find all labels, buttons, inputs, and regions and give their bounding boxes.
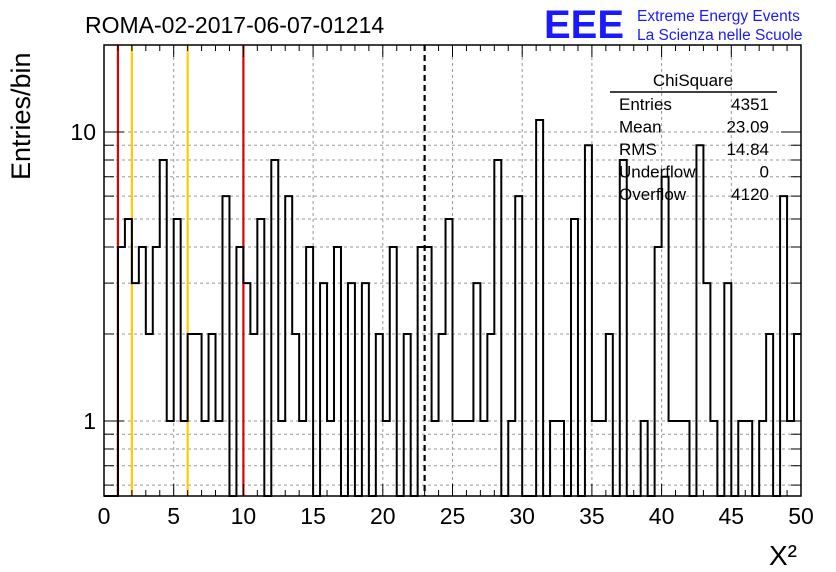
x-tick-label: 30: [509, 503, 535, 529]
eee-logo-mark: EEE: [544, 3, 624, 47]
histogram-outline: [104, 119, 801, 497]
stats-label: RMS: [619, 140, 657, 159]
x-tick-label: 45: [719, 503, 745, 529]
y-tick-label: 10: [70, 119, 96, 145]
stats-label: Entries: [619, 95, 672, 114]
stats-label: Underflow: [619, 163, 696, 182]
y-axis-label: Entries/bin: [6, 52, 36, 180]
x-axis-label: X²: [769, 540, 797, 571]
tick-labels: 0 5 10 15 20 25 30 35 40 45 50 1 10: [70, 119, 813, 529]
x-tick-label: 40: [649, 503, 675, 529]
stats-value: 0: [760, 163, 769, 182]
eee-logo-line1: Extreme Energy Events: [637, 8, 800, 25]
stats-title: ChiSquare: [653, 71, 733, 90]
stats-value: 4351: [731, 95, 769, 114]
x-tick-label: 25: [440, 503, 466, 529]
x-tick-label: 35: [579, 503, 605, 529]
stats-value: 14.84: [726, 140, 769, 159]
x-tick-label: 50: [788, 503, 814, 529]
x-tick-label: 20: [370, 503, 396, 529]
stats-box: ChiSquare Entries 4351 Mean 23.09 RMS 14.84 Und…: [610, 71, 777, 204]
y-tick-label: 1: [83, 408, 96, 434]
stats-label: Mean: [619, 118, 662, 137]
x-tick-label: 10: [231, 503, 257, 529]
x-tick-label: 5: [167, 503, 180, 529]
stats-value: 23.09: [726, 118, 769, 137]
axis-ticks: [103, 44, 802, 496]
eee-logo-line2: La Scienza nelle Scuole: [637, 27, 802, 44]
x-tick-label: 0: [98, 503, 111, 529]
eee-logo: EEE Extreme Energy Events La Scienza nel…: [544, 3, 802, 47]
x-tick-label: 15: [300, 503, 326, 529]
stats-value: 4120: [731, 185, 769, 204]
stats-label: Overflow: [619, 185, 687, 204]
run-title: ROMA-02-2017-06-07-01214: [85, 12, 384, 38]
